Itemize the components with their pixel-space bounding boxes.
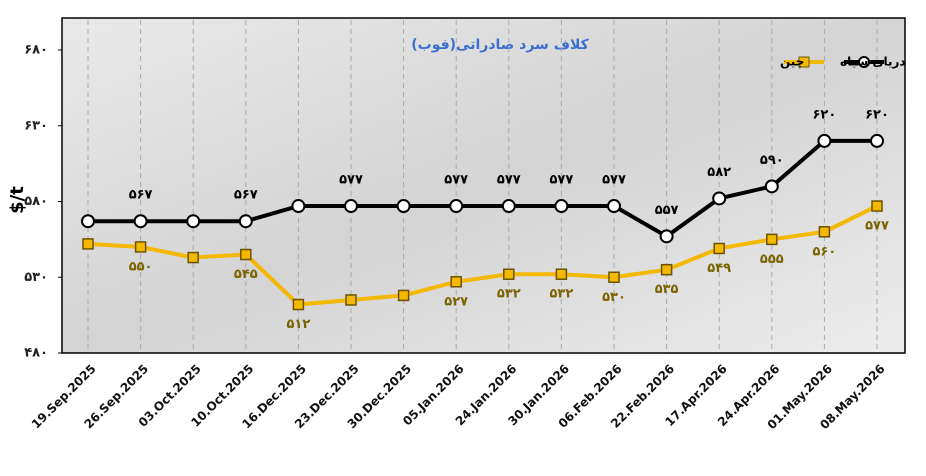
- point: [82, 238, 94, 250]
- y-tick-label: ۴۸۰: [24, 346, 48, 361]
- value-label: ۵۸۲: [707, 165, 731, 180]
- y-tick-label: ۵۸۰: [24, 194, 48, 209]
- legend-marker: [798, 56, 810, 68]
- point: [133, 214, 148, 229]
- value-label: ۵۵۷: [655, 203, 679, 218]
- point: [608, 271, 620, 283]
- point: [870, 133, 884, 148]
- point: [345, 294, 357, 306]
- series-line: [88, 138, 877, 239]
- point: [238, 214, 253, 229]
- point: [397, 289, 410, 302]
- value-label: ۵۳۲: [549, 287, 573, 302]
- point: [817, 133, 832, 148]
- point: [134, 241, 147, 253]
- point: [292, 298, 305, 311]
- value-label: ۵۷۷: [602, 173, 626, 188]
- value-label: ۵۷۷: [549, 173, 573, 188]
- point: [713, 242, 725, 255]
- point: [554, 199, 569, 214]
- point: [501, 199, 516, 214]
- value-label: ۵۷۷: [339, 173, 363, 188]
- point: [291, 199, 306, 214]
- value-label: ۶۲۰: [865, 107, 889, 122]
- value-label: ۵۵۰: [129, 259, 153, 274]
- point: [344, 199, 358, 214]
- point: [659, 229, 674, 244]
- value-label: ۵۲۷: [444, 294, 468, 309]
- y-tick-label: ۵۳۰: [24, 270, 48, 285]
- value-label: ۵۴۵: [234, 267, 258, 282]
- point: [81, 214, 95, 229]
- point: [503, 268, 515, 280]
- value-label: ۵۴۹: [707, 261, 731, 276]
- plot-area: [61, 17, 906, 354]
- point: [240, 248, 252, 261]
- y-axis-label: $/t: [7, 186, 28, 214]
- point: [449, 199, 464, 214]
- point: [818, 226, 831, 238]
- point: [450, 276, 462, 288]
- legend-label: چین: [780, 55, 804, 69]
- point: [660, 263, 673, 276]
- point: [871, 200, 883, 212]
- point: [764, 179, 779, 194]
- value-label: ۵۶۷: [129, 188, 153, 203]
- y-tick-label: ۶۸۰: [24, 43, 48, 58]
- point: [712, 191, 727, 206]
- legend-label: دریای سیاه: [840, 55, 906, 69]
- point: [555, 268, 568, 280]
- y-tick-label: ۶۳۰: [24, 118, 48, 133]
- value-label: ۵۷۷: [444, 173, 468, 188]
- value-label: ۵۳۲: [497, 287, 521, 302]
- value-label: ۵۶۷: [234, 188, 258, 203]
- value-label: ۵۷۷: [497, 173, 521, 188]
- point: [607, 199, 621, 214]
- value-label: ۵۷۷: [865, 219, 889, 234]
- value-label: ۵۶۰: [812, 244, 836, 259]
- value-label: ۵۳۰: [602, 290, 626, 305]
- point: [766, 233, 778, 246]
- legend-marker: [858, 56, 870, 68]
- value-label: ۵۳۵: [655, 282, 679, 297]
- value-label: ۵۵۵: [760, 252, 784, 267]
- value-label: ۵۱۲: [286, 317, 310, 332]
- point: [396, 199, 411, 214]
- value-label: ۶۲۰: [812, 107, 836, 122]
- point: [186, 214, 201, 229]
- series-line: [87, 204, 878, 307]
- value-label: ۵۹۰: [760, 153, 784, 168]
- chart-title: کلاف سرد صادراتی(فوب): [411, 37, 589, 53]
- point: [187, 251, 199, 264]
